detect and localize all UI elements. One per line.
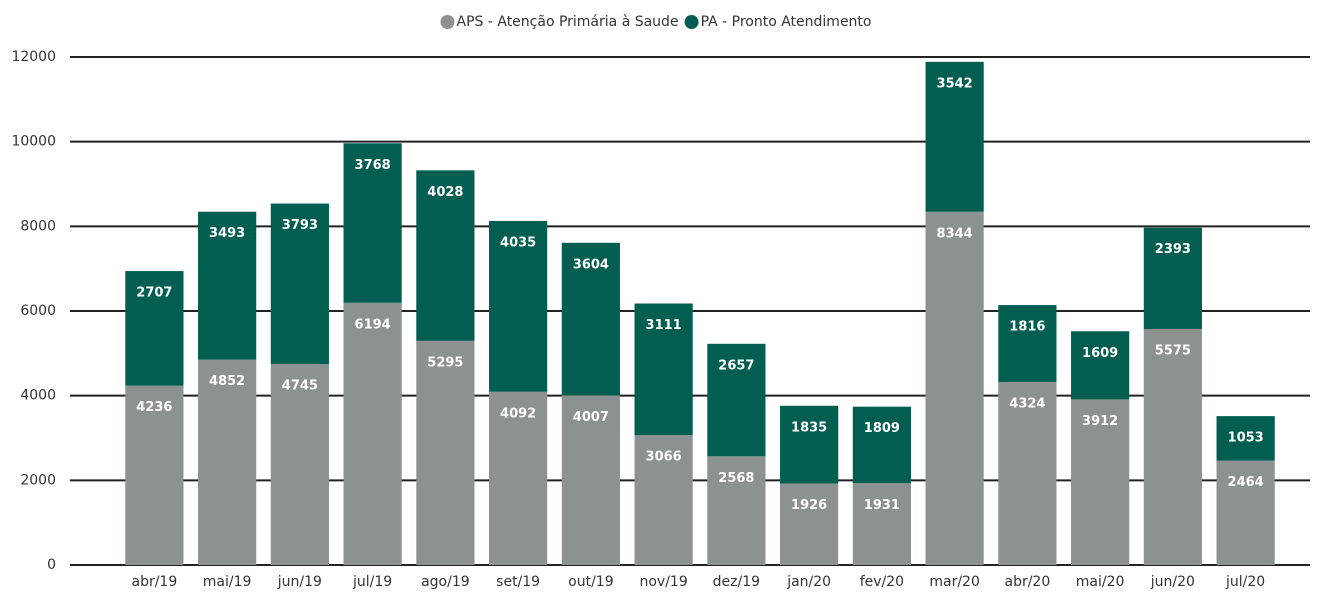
y-tick-label: 2000 [20,472,56,488]
x-tick-label: dez/19 [713,574,760,590]
bar-segment [198,211,257,360]
bar-segment [707,343,766,457]
bar-segment [1216,416,1275,461]
value-label: 2568 [718,471,754,486]
bar-segment [416,340,475,565]
value-label: 1609 [1082,346,1118,361]
bar-segment [998,305,1057,382]
legend-label: APS - Atenção Primária à Saude [457,14,679,30]
y-tick-label: 8000 [20,218,56,234]
bar-segment [270,203,329,365]
value-label: 4028 [427,185,463,200]
bar-segment [416,170,475,341]
y-tick-label: 4000 [20,388,56,404]
bar-segment [343,302,402,565]
x-tick-label: jul/19 [352,574,392,590]
value-label: 4007 [573,410,609,425]
bar-segment [634,303,693,436]
value-label: 3604 [573,257,609,272]
y-tick-label: 6000 [20,303,56,319]
bar-segment [925,61,984,212]
value-label: 4852 [209,374,245,389]
y-tick-label: 12000 [11,49,56,65]
value-label: 3111 [646,318,682,333]
x-tick-label: nov/19 [639,574,687,590]
value-label: 1053 [1228,431,1264,446]
x-tick-label: jan/20 [786,574,831,590]
value-label: 3768 [355,158,391,173]
bar-segment [707,456,766,565]
value-label: 2393 [1155,242,1191,257]
bar-segment [198,359,257,565]
bar-segment [780,483,839,565]
bar-segment [998,381,1057,565]
value-label: 2464 [1228,475,1264,490]
x-tick-label: mai/19 [203,574,252,590]
value-label: 3912 [1082,414,1118,429]
y-tick-label: 0 [47,557,56,573]
x-tick-label: jul/20 [1225,574,1265,590]
bar-segment [634,435,693,565]
bar-segment [270,364,329,565]
x-tick-label: jun/20 [1150,574,1195,590]
x-tick-label: mar/20 [929,574,980,590]
value-label: 4236 [136,400,172,415]
bar-segment [125,385,184,565]
value-label: 1931 [864,498,900,513]
x-tick-label: abr/19 [131,574,177,590]
value-label: 5575 [1155,343,1191,358]
value-label: 3066 [646,450,682,465]
value-label: 1926 [791,498,827,513]
x-tick-label: fev/20 [860,574,904,590]
value-label: 3493 [209,226,245,241]
value-label: 1816 [1009,320,1045,335]
legend-label: PA - Pronto Atendimento [701,14,872,30]
bar-segment [561,395,620,565]
bar-segment [125,271,184,386]
x-tick-label: abr/20 [1004,574,1050,590]
y-tick-label: 10000 [11,134,56,150]
bar-segment [1071,399,1130,565]
x-tick-label: jun/19 [277,574,322,590]
value-label: 8344 [937,226,973,241]
bar-segment [343,143,402,303]
value-label: 2657 [718,358,754,373]
value-label: 4745 [282,379,318,394]
bar-segment [780,405,839,484]
x-tick-label: mai/20 [1076,574,1125,590]
value-label: 1809 [864,421,900,436]
legend-marker [684,15,699,29]
bar-segment [489,391,548,565]
value-label: 5295 [427,355,463,370]
bar-segment [561,242,620,396]
value-label: 2707 [136,286,172,301]
bar-segment [1071,331,1130,400]
bar-segment [925,211,984,565]
legend-marker [440,15,455,29]
value-label: 3793 [282,218,318,233]
value-label: 3542 [937,76,973,91]
value-label: 6194 [355,317,391,332]
x-tick-label: ago/19 [421,574,470,590]
value-label: 4035 [500,235,536,250]
value-label: 4092 [500,406,536,421]
bar-segment [1143,227,1202,329]
bar-segment [489,220,548,392]
bar-segment [852,483,911,565]
x-tick-label: out/19 [568,574,613,590]
x-tick-label: set/19 [496,574,540,590]
bar-segment [852,406,911,484]
value-label: 1835 [791,420,827,435]
value-label: 4324 [1009,396,1045,411]
bar-segment [1143,328,1202,565]
bar-segment [1216,460,1275,565]
